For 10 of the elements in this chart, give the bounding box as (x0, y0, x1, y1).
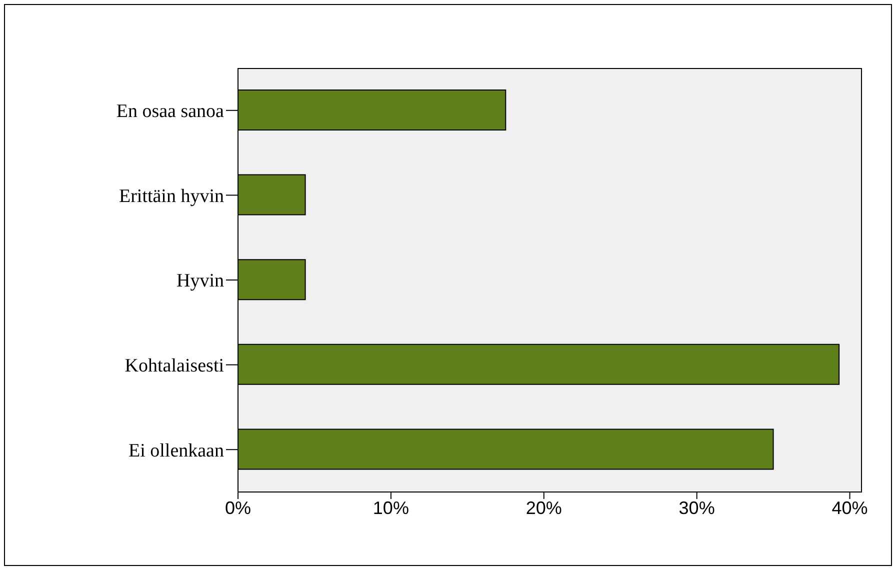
x-tick-label: 30% (678, 498, 715, 518)
y-tick-label: Ei ollenkaan (128, 440, 224, 462)
x-tick-label: 40% (832, 498, 868, 518)
x-tick-label: 20% (526, 498, 562, 518)
y-tick-label: Erittäin hyvin (118, 186, 224, 207)
y-tick-label: Hyvin (176, 270, 224, 292)
x-tick-label: 0% (224, 498, 252, 518)
y-tick-label: Kohtalaisesti (124, 356, 224, 377)
y-tick-label: En osaa sanoa (116, 101, 225, 122)
x-tick-label: 10% (372, 498, 409, 518)
